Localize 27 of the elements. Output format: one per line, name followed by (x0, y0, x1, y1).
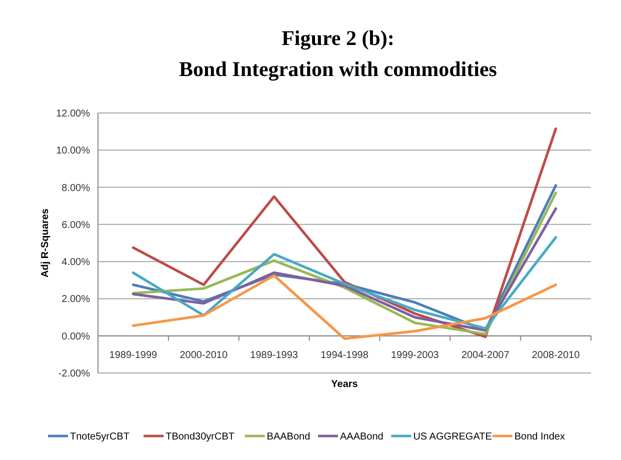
y-tick-label: -2.00% (58, 368, 90, 380)
x-tick-label: 2000-2010 (180, 350, 228, 361)
legend-label: Tnote5yrCBT (70, 432, 130, 442)
x-tick-label: 2008-2010 (532, 350, 580, 361)
y-axis-title: Adj R-Squares (40, 208, 51, 278)
chart-subtitle: Bond Integration with commodities (179, 57, 497, 81)
y-tick-label: 6.00% (62, 220, 90, 231)
x-tick-label: 2004-2007 (461, 350, 510, 361)
y-tick-label: 4.00% (62, 257, 90, 268)
x-tick-label: 1999-2003 (391, 350, 440, 361)
chart-title: Figure 2 (b): (282, 26, 394, 50)
x-tick-label: 1989-1993 (250, 350, 298, 361)
y-tick-label: 2.00% (62, 294, 90, 306)
line-series (132, 236, 558, 330)
y-tick-label: 10.00% (56, 146, 90, 157)
y-tick-label: 8.00% (62, 182, 90, 194)
line-series (132, 274, 558, 340)
x-tick-label: 1994-1998 (320, 350, 369, 361)
legend-label: TBond30yrCBT (166, 432, 235, 442)
legend-label: Bond Index (514, 432, 566, 442)
legend-label: US AGGREGATE (413, 432, 492, 442)
x-axis-title: Years (331, 379, 358, 390)
x-tick-label: 1989-1999 (109, 350, 158, 361)
y-tick-label: 0.00% (62, 331, 90, 342)
legend-label: BAABond (266, 432, 310, 442)
legend-label: AAABond (340, 432, 384, 442)
y-tick-label: 12.00% (56, 108, 90, 120)
